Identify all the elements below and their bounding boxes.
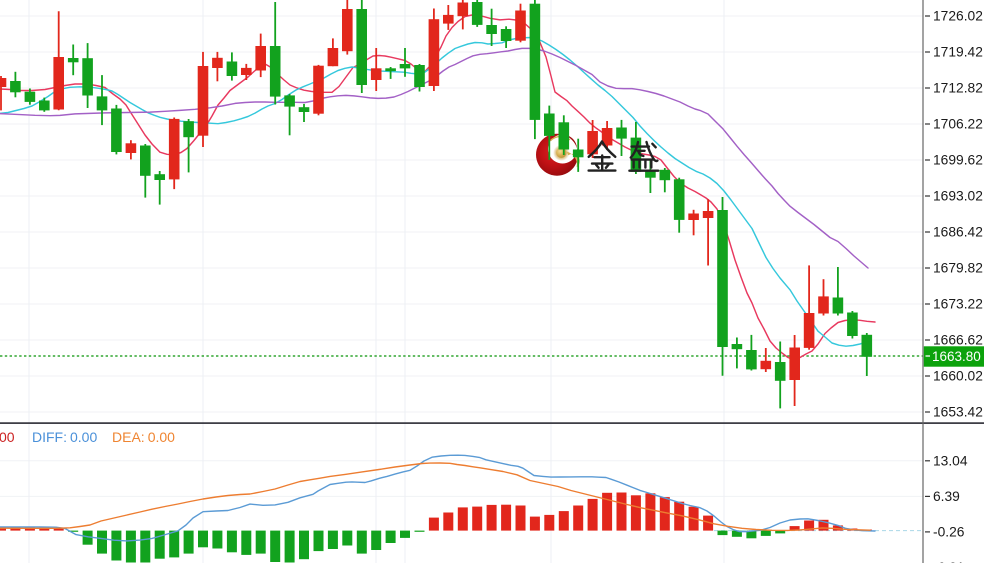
svg-text:13.04: 13.04 xyxy=(933,453,968,468)
svg-text:DIFF:0.00: DIFF: 0.00 xyxy=(32,429,97,445)
svg-text:1660.02: 1660.02 xyxy=(933,369,983,384)
svg-text:00: 00 xyxy=(0,429,15,445)
svg-text:1719.42: 1719.42 xyxy=(933,45,983,60)
svg-text:1663.80: 1663.80 xyxy=(932,349,981,364)
svg-text:1673.22: 1673.22 xyxy=(933,297,983,312)
svg-text:6.39: 6.39 xyxy=(933,489,960,504)
svg-text:1706.22: 1706.22 xyxy=(933,117,983,132)
svg-text:DEA:0.00: DEA: 0.00 xyxy=(112,429,175,445)
svg-text:1712.82: 1712.82 xyxy=(933,81,983,96)
svg-text:1693.02: 1693.02 xyxy=(933,189,983,204)
svg-text:1726.02: 1726.02 xyxy=(933,9,983,24)
svg-text:1679.82: 1679.82 xyxy=(933,261,983,276)
svg-text:1666.62: 1666.62 xyxy=(933,333,983,348)
svg-text:1653.42: 1653.42 xyxy=(933,405,983,420)
svg-text:1686.42: 1686.42 xyxy=(933,225,983,240)
svg-text:1699.62: 1699.62 xyxy=(933,153,983,168)
svg-text:-0.26: -0.26 xyxy=(933,524,965,539)
